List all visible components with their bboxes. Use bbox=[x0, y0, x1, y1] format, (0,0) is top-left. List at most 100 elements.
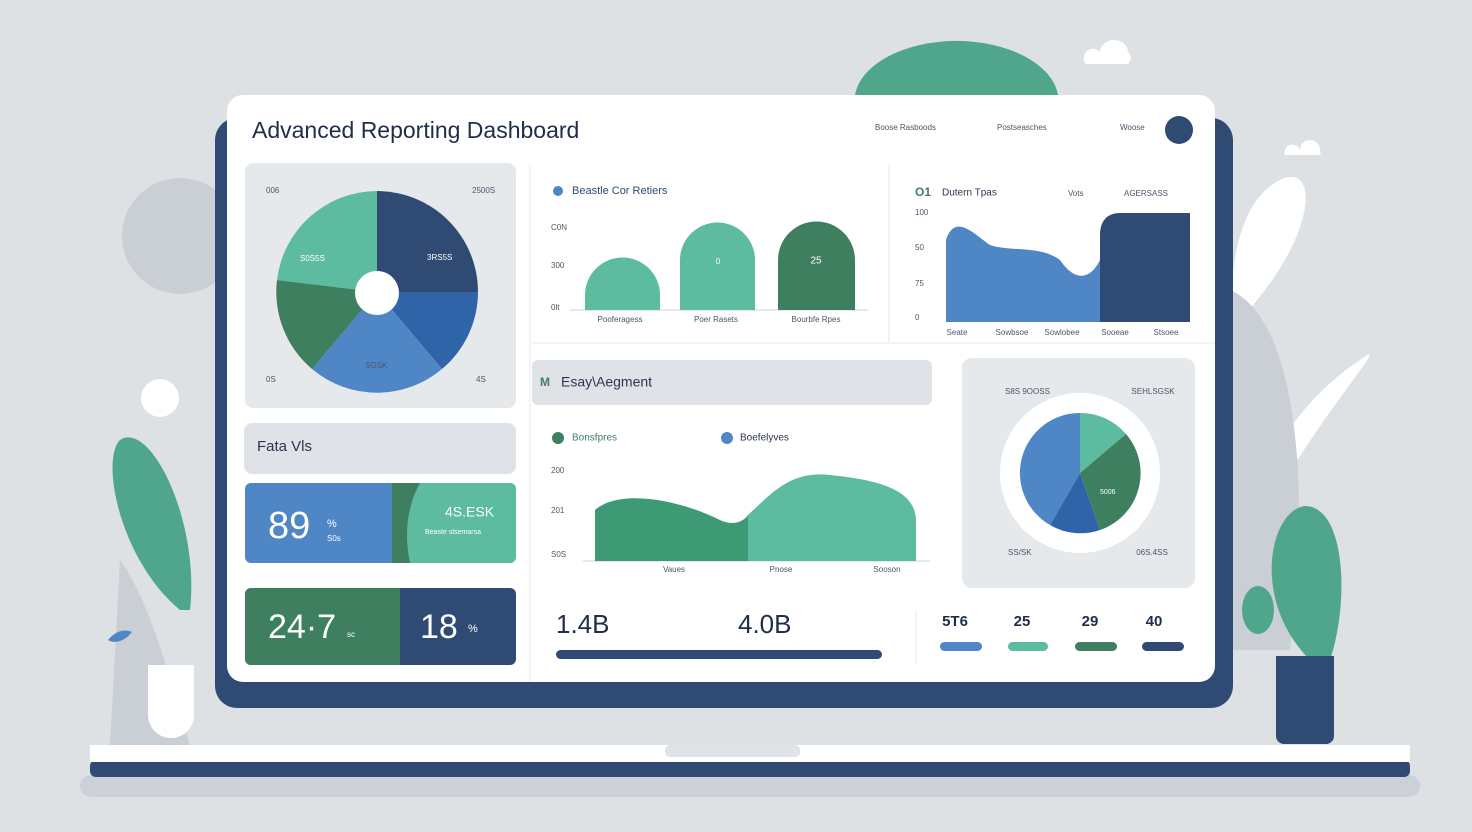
column-label: AGERSASS bbox=[1124, 189, 1168, 198]
y-tick-label: 200 bbox=[551, 466, 565, 475]
pie-slice bbox=[1080, 412, 1126, 473]
pie-hole bbox=[355, 271, 399, 315]
y-tick-label: 50 bbox=[915, 243, 924, 252]
kpi-value: 18 bbox=[420, 608, 458, 646]
y-tick-label: 201 bbox=[551, 506, 565, 515]
x-tick-label: Vaues bbox=[663, 565, 685, 574]
decor-leaf bbox=[108, 630, 132, 642]
label: 006 bbox=[266, 186, 280, 195]
area bbox=[1100, 213, 1190, 322]
nav-item[interactable]: Woose bbox=[1120, 123, 1145, 132]
x-tick-label: Pooferagess bbox=[598, 315, 643, 324]
label: S8S 9OOSS bbox=[1005, 387, 1050, 396]
label: SEHLSGSK bbox=[1131, 387, 1175, 396]
bar bbox=[680, 222, 755, 310]
bar bbox=[778, 221, 855, 310]
y-tick-label: 0 bbox=[915, 313, 920, 322]
y-tick-label: 100 bbox=[915, 208, 929, 217]
decor-cloud bbox=[1083, 40, 1131, 64]
y-tick-label: S0S bbox=[551, 550, 566, 559]
legend-dot bbox=[553, 186, 563, 196]
panel bbox=[244, 423, 516, 474]
label: SS/SK bbox=[1008, 548, 1032, 557]
base-shadow bbox=[80, 775, 1420, 797]
legend-label: Boefelyves bbox=[740, 433, 789, 444]
y-tick-label: 300 bbox=[551, 261, 565, 270]
decor-plant bbox=[1242, 586, 1274, 634]
decor-sun bbox=[855, 40, 1058, 95]
slice-label: S0S5S bbox=[300, 254, 325, 263]
label: 06S.4SS bbox=[1136, 548, 1168, 557]
stat: 5T6 bbox=[942, 613, 968, 630]
kpi-wedge bbox=[392, 483, 420, 563]
stat-pill bbox=[1075, 642, 1117, 651]
pie-slice bbox=[1019, 412, 1080, 525]
avatar[interactable] bbox=[1165, 116, 1193, 144]
area bbox=[946, 226, 1100, 322]
decor-cloud bbox=[1284, 140, 1321, 155]
badge: O1 bbox=[915, 185, 931, 199]
legend-label: Bonsfpres bbox=[572, 433, 617, 444]
bar-label: 0 bbox=[716, 257, 721, 266]
decor-blob bbox=[122, 178, 238, 294]
bar-label: 25 bbox=[810, 256, 822, 267]
x-tick-label: Sowbsoe bbox=[996, 328, 1029, 337]
total: 1.4B bbox=[556, 609, 610, 639]
icon: M bbox=[540, 375, 550, 389]
slice-label: 3RS5S bbox=[427, 253, 452, 262]
kpi-value: 24·7 bbox=[268, 608, 336, 646]
base-edge bbox=[90, 760, 1410, 777]
x-tick-label: Sooeae bbox=[1101, 328, 1129, 337]
pie-slice bbox=[277, 191, 377, 292]
legend-dot bbox=[721, 432, 733, 444]
x-tick-label: Bourbfe Rpes bbox=[792, 315, 841, 324]
panel bbox=[532, 360, 932, 405]
kpi-side bbox=[245, 588, 400, 665]
legend-label: Beastle Cor Retiers bbox=[572, 185, 668, 197]
stat: 40 bbox=[1146, 613, 1163, 630]
kpi-unit: sc bbox=[347, 630, 355, 639]
nav-item[interactable]: Postseasches bbox=[997, 123, 1047, 132]
base-notch bbox=[665, 745, 800, 757]
pie-slice bbox=[377, 292, 478, 369]
decor-leaf bbox=[1240, 354, 1370, 560]
y-tick-label: C0N bbox=[551, 223, 567, 232]
kpi-unit: % bbox=[327, 518, 337, 530]
label: 0S bbox=[266, 375, 276, 384]
decor-leaf bbox=[1230, 176, 1306, 330]
y-tick-label: 75 bbox=[915, 279, 924, 288]
decor-leaf bbox=[112, 437, 192, 610]
area bbox=[595, 498, 748, 561]
legend-dot bbox=[552, 432, 564, 444]
pie-slice bbox=[1080, 434, 1141, 530]
area bbox=[748, 474, 916, 561]
decor-plant bbox=[1271, 506, 1342, 660]
panel-title: Fata Vls bbox=[257, 438, 312, 455]
pie-slice bbox=[377, 191, 478, 292]
nav-item[interactable]: Boose Rasboods bbox=[875, 123, 936, 132]
x-tick-label: Seate bbox=[947, 328, 968, 337]
panel-title: Esay\Aegment bbox=[561, 374, 652, 390]
x-tick-label: Sowlobee bbox=[1044, 328, 1080, 337]
column-label: Vots bbox=[1068, 189, 1084, 198]
stat-pill bbox=[940, 642, 982, 651]
panel-title: Dutern Tpas bbox=[942, 188, 997, 199]
pie-slice bbox=[312, 292, 442, 393]
kpi-value: 89 bbox=[268, 505, 310, 547]
title: Advanced Reporting Dashboard bbox=[252, 117, 579, 143]
decor-dot bbox=[141, 379, 179, 417]
stat: 25 bbox=[1014, 613, 1031, 630]
x-tick-label: Sooson bbox=[873, 565, 900, 574]
kpi-note: Beaste stsemarsa bbox=[425, 529, 481, 536]
x-tick-label: Pnose bbox=[770, 565, 793, 574]
pie-slice bbox=[1050, 473, 1100, 534]
label: 2500S bbox=[472, 186, 495, 195]
kpi-unit: % bbox=[468, 623, 478, 635]
x-tick-label: Stsoee bbox=[1154, 328, 1179, 337]
slice-label: 5GSK bbox=[366, 361, 388, 370]
total: 4.0B bbox=[738, 609, 792, 639]
label: 4S bbox=[476, 375, 486, 384]
kpi-side bbox=[405, 483, 516, 563]
divider bbox=[529, 165, 1215, 682]
